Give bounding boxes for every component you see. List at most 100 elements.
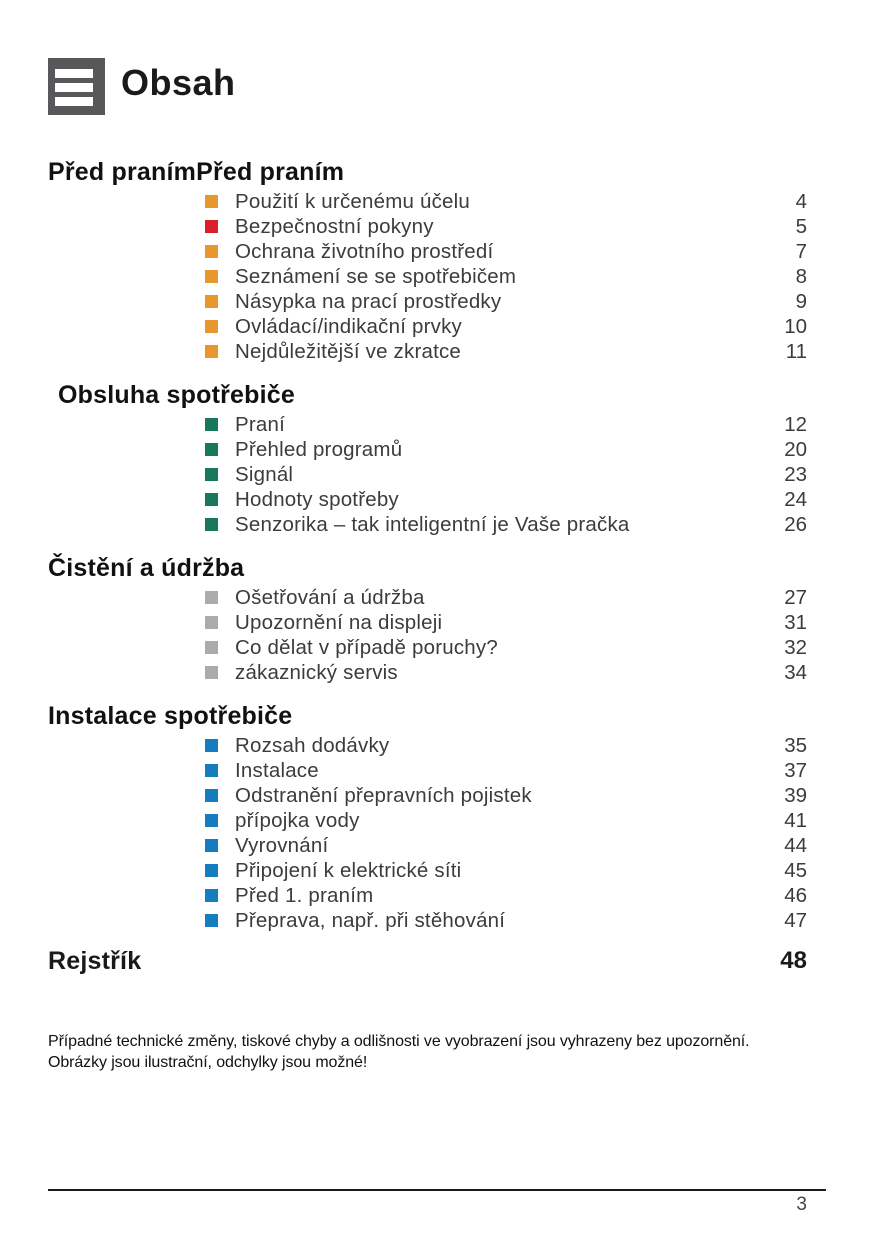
list-icon-bar (55, 69, 93, 78)
footer-line-2: Obrázky jsou ilustrační, odchylky jsou m… (48, 1054, 368, 1071)
square-bullet-icon (205, 789, 218, 802)
toc-section: Instalace spotřebiče Rozsah dodávky 35 I… (48, 702, 826, 933)
toc-item: Před 1. praním 46 (48, 883, 826, 908)
toc-item-label: Ovládací/indikační prvky (235, 314, 462, 338)
toc-section: Před pranímPřed praním Použití k určeném… (48, 158, 826, 364)
toc-item-label: Před 1. praním (235, 883, 374, 907)
toc-item-label: Připojení k elektrické síti (235, 858, 462, 882)
toc-section: Čistění a údržba Ošetřování a údržba 27 … (48, 554, 826, 685)
toc-item-label: přípojka vody (235, 808, 360, 832)
contents-list-icon (48, 58, 105, 115)
toc-item-label: Odstranění přepravních pojistek (235, 783, 532, 807)
toc-item-label: zákaznický servis (235, 660, 398, 684)
toc-item-label: Upozornění na displeji (235, 610, 443, 634)
section-items: Použití k určenému účelu 4 Bezpečnostní … (48, 189, 826, 364)
toc-item-label: Ošetřování a údržba (235, 585, 425, 609)
list-icon-bar (55, 97, 93, 106)
toc-item: Senzorika – tak inteligentní je Vaše pra… (48, 512, 826, 537)
toc-item-page: 26 (784, 512, 807, 536)
square-bullet-icon (205, 295, 218, 308)
toc-item-page: 5 (795, 214, 807, 238)
toc-item-page: 45 (784, 858, 807, 882)
square-bullet-icon (205, 195, 218, 208)
square-bullet-icon (205, 270, 218, 283)
toc-item-page: 8 (795, 264, 807, 288)
page-footer: 3 (48, 1189, 826, 1216)
page-divider (48, 1189, 826, 1191)
toc-item-label: Praní (235, 412, 285, 436)
square-bullet-icon (205, 864, 218, 877)
toc-item-page: 20 (784, 437, 807, 461)
square-bullet-icon (205, 616, 218, 629)
square-bullet-icon (205, 220, 218, 233)
toc-item-page: 44 (784, 833, 807, 857)
square-bullet-icon (205, 443, 218, 456)
toc-item-page: 4 (795, 189, 807, 213)
toc-item: Násypka na prací prostředky 9 (48, 289, 826, 314)
section-items: Rozsah dodávky 35 Instalace 37 Odstraněn… (48, 733, 826, 933)
section-items: Ošetřování a údržba 27 Upozornění na dis… (48, 585, 826, 685)
toc-item: Ošetřování a údržba 27 (48, 585, 826, 610)
toc-item-label: Co dělat v případě poruchy? (235, 635, 498, 659)
toc-item-page: 23 (784, 462, 807, 486)
toc-item-label: Přehled programů (235, 437, 403, 461)
square-bullet-icon (205, 764, 218, 777)
toc-item-page: 7 (795, 239, 807, 263)
square-bullet-icon (205, 518, 218, 531)
toc-item-page: 39 (784, 783, 807, 807)
square-bullet-icon (205, 468, 218, 481)
square-bullet-icon (205, 493, 218, 506)
toc-item-page: 11 (785, 339, 807, 363)
toc-item: Instalace 37 (48, 758, 826, 783)
toc-item: přípojka vody 41 (48, 808, 826, 833)
index-heading: Rejstřík (48, 946, 142, 975)
toc-section: Obsluha spotřebiče Praní 12 Přehled prog… (48, 381, 826, 537)
toc-item-label: Bezpečnostní pokyny (235, 214, 434, 238)
toc-item: Přeprava, např. při stěhování 47 (48, 908, 826, 933)
list-icon-bar (55, 83, 93, 92)
toc-item: Použití k určenému účelu 4 (48, 189, 826, 214)
toc-item: Praní 12 (48, 412, 826, 437)
toc-item: Odstranění přepravních pojistek 39 (48, 783, 826, 808)
toc-item: Upozornění na displeji 31 (48, 610, 826, 635)
square-bullet-icon (205, 839, 218, 852)
toc-item-page: 9 (795, 289, 807, 313)
square-bullet-icon (205, 591, 218, 604)
toc-item-label: Hodnoty spotřeby (235, 487, 399, 511)
footer-line-1: Případné technické změny, tiskové chyby … (48, 1033, 750, 1050)
square-bullet-icon (205, 889, 218, 902)
toc-item: Co dělat v případě poruchy? 32 (48, 635, 826, 660)
toc-item: Přehled programů 20 (48, 437, 826, 462)
toc-item-label: Nejdůležitější ve zkratce (235, 339, 462, 363)
toc-item-label: Seznámení se se spotřebičem (235, 264, 517, 288)
page-title: Obsah (121, 62, 236, 103)
toc-item-label: Vyrovnání (235, 833, 329, 857)
toc-item: Připojení k elektrické síti 45 (48, 858, 826, 883)
toc-item-label: Přeprava, např. při stěhování (235, 908, 506, 932)
toc-item: Rozsah dodávky 35 (48, 733, 826, 758)
section-heading: Čistění a údržba (48, 554, 245, 582)
toc-item-label: Násypka na prací prostředky (235, 289, 502, 313)
toc-item-page: 41 (784, 808, 807, 832)
page-header: Obsah (48, 58, 826, 115)
toc-item-label: Ochrana životního prostředí (235, 239, 494, 263)
toc-item-label: Instalace (235, 758, 319, 782)
toc-item-page: 32 (784, 635, 807, 659)
index-page-number: 48 (780, 947, 807, 974)
toc-item: zákaznický servis 34 (48, 660, 826, 685)
toc-item-page: 27 (784, 585, 807, 609)
square-bullet-icon (205, 245, 218, 258)
toc-item: Ochrana životního prostředí 7 (48, 239, 826, 264)
square-bullet-icon (205, 418, 218, 431)
footer-note: Případné technické změny, tiskové chyby … (48, 1031, 826, 1073)
page-number: 3 (796, 1194, 807, 1215)
toc-item-page: 47 (784, 908, 807, 932)
square-bullet-icon (205, 641, 218, 654)
toc-item-label: Rozsah dodávky (235, 733, 390, 757)
toc-item: Vyrovnání 44 (48, 833, 826, 858)
toc-item: Ovládací/indikační prvky 10 (48, 314, 826, 339)
section-items: Praní 12 Přehled programů 20 Signál 23 H… (48, 412, 826, 537)
square-bullet-icon (205, 739, 218, 752)
section-heading: Před pranímPřed praním (48, 158, 345, 186)
